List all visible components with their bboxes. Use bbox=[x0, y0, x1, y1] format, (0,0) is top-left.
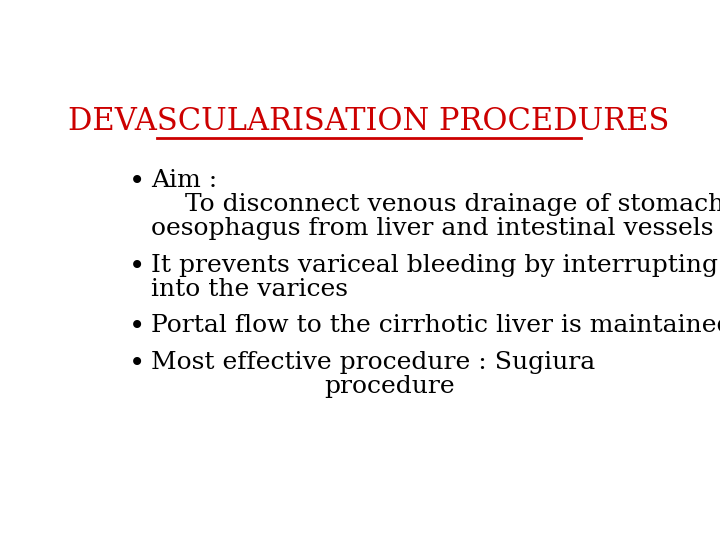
Text: into the varices: into the varices bbox=[151, 278, 348, 301]
Text: •: • bbox=[129, 168, 145, 195]
Text: •: • bbox=[129, 254, 145, 281]
Text: DEVASCULARISATION PROCEDURES: DEVASCULARISATION PROCEDURES bbox=[68, 106, 670, 137]
Text: To disconnect venous drainage of stomach and: To disconnect venous drainage of stomach… bbox=[185, 193, 720, 216]
Text: It prevents variceal bleeding by interrupting inflow: It prevents variceal bleeding by interru… bbox=[151, 254, 720, 276]
Text: •: • bbox=[129, 314, 145, 341]
Text: Aim :: Aim : bbox=[151, 168, 217, 192]
Text: oesophagus from liver and intestinal vessels: oesophagus from liver and intestinal ves… bbox=[151, 217, 714, 240]
Text: Portal flow to the cirrhotic liver is maintained: Portal flow to the cirrhotic liver is ma… bbox=[151, 314, 720, 338]
Text: procedure: procedure bbox=[324, 375, 455, 398]
Text: Most effective procedure : Sugiura: Most effective procedure : Sugiura bbox=[151, 351, 595, 374]
Text: •: • bbox=[129, 351, 145, 378]
